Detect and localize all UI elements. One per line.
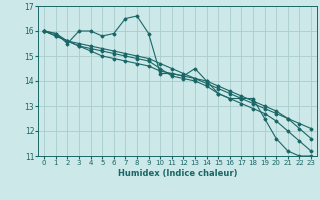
X-axis label: Humidex (Indice chaleur): Humidex (Indice chaleur) bbox=[118, 169, 237, 178]
